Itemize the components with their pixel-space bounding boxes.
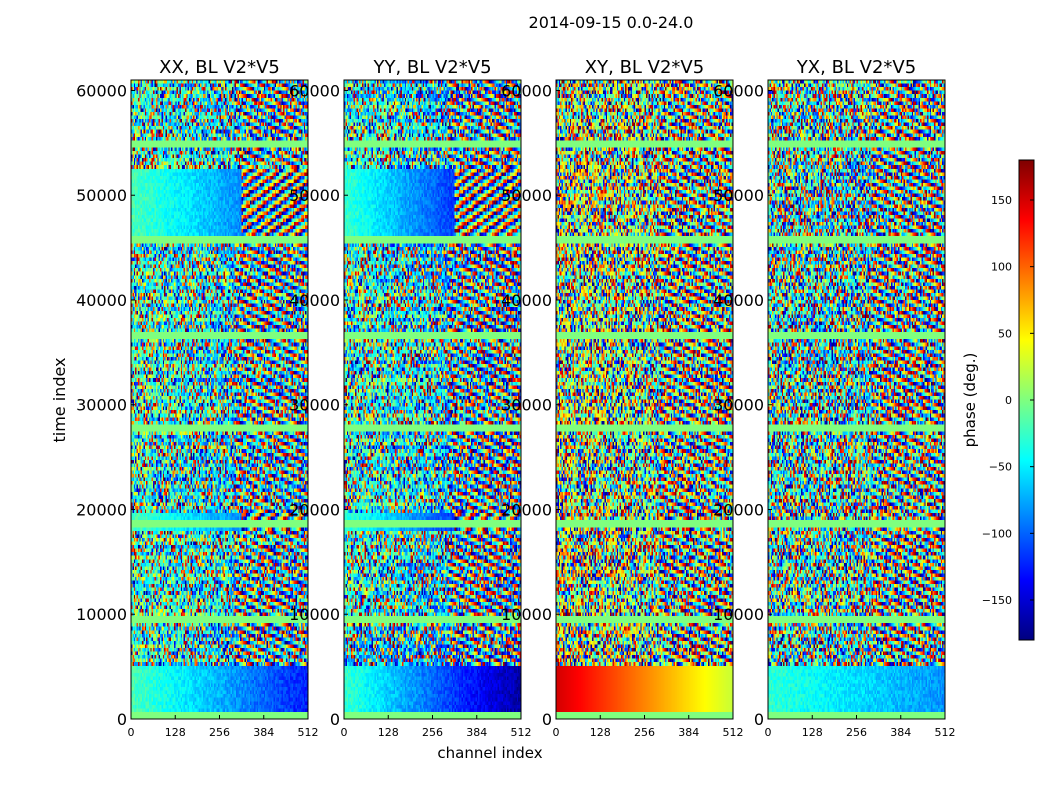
y-tick-label: 20000 [713, 500, 764, 519]
colorbar-tick-label: 100 [991, 261, 1012, 274]
y-tick-label: 50000 [501, 186, 552, 205]
panel-title-1: YY, BL V2*V5 [372, 57, 491, 78]
y-tick-label: 10000 [501, 605, 552, 624]
y-tick-label: 0 [330, 710, 340, 729]
x-tick-label: 256 [634, 726, 655, 739]
x-tick-label: 384 [253, 726, 274, 739]
y-tick-label: 0 [117, 710, 127, 729]
heatmap-image-2 [556, 80, 733, 719]
x-tick-label: 0 [553, 726, 560, 739]
colorbar-tick-label: −50 [989, 461, 1012, 474]
y-tick-label: 20000 [289, 500, 340, 519]
y-tick-label: 60000 [289, 81, 340, 100]
colorbar-label: phase (deg.) [961, 353, 979, 448]
x-tick-label: 128 [165, 726, 186, 739]
x-tick-label: 512 [935, 726, 956, 739]
y-tick-label: 30000 [289, 396, 340, 415]
y-tick-label: 20000 [76, 500, 127, 519]
y-tick-label: 40000 [76, 291, 127, 310]
y-tick-label: 10000 [76, 605, 127, 624]
y-tick-label: 10000 [713, 605, 764, 624]
panel-title-2: XY, BL V2*V5 [585, 57, 704, 78]
colorbar-tick-label: 50 [998, 327, 1012, 340]
x-tick-label: 384 [678, 726, 699, 739]
x-tick-label: 384 [466, 726, 487, 739]
x-tick-label: 0 [341, 726, 348, 739]
x-tick-label: 128 [802, 726, 823, 739]
y-tick-label: 50000 [713, 186, 764, 205]
y-tick-label: 60000 [713, 81, 764, 100]
y-tick-label: 60000 [76, 81, 127, 100]
y-tick-label: 0 [754, 710, 764, 729]
heatmap-image-1 [344, 80, 521, 719]
y-axis-label: time index [50, 357, 69, 442]
y-tick-label: 50000 [76, 186, 127, 205]
colorbar-tick-label: 150 [991, 194, 1012, 207]
y-tick-label: 40000 [501, 291, 552, 310]
colorbar-tick-label: −150 [982, 594, 1012, 607]
y-tick-label: 30000 [501, 396, 552, 415]
chart-title: 2014-09-15 0.0-24.0 [529, 13, 694, 32]
heatmap-image-3 [768, 80, 945, 719]
y-tick-label: 30000 [713, 396, 764, 415]
y-tick-label: 30000 [76, 396, 127, 415]
x-tick-label: 256 [209, 726, 230, 739]
heatmap-image-0 [131, 80, 308, 719]
x-axis-label: channel index [437, 744, 542, 762]
y-tick-label: 10000 [289, 605, 340, 624]
panel-title-0: XX, BL V2*V5 [159, 57, 280, 78]
x-tick-label: 128 [378, 726, 399, 739]
x-tick-label: 256 [846, 726, 867, 739]
y-tick-label: 20000 [501, 500, 552, 519]
x-tick-label: 0 [765, 726, 772, 739]
x-tick-label: 512 [511, 726, 532, 739]
x-tick-label: 512 [298, 726, 319, 739]
x-tick-label: 384 [890, 726, 911, 739]
x-tick-label: 0 [128, 726, 135, 739]
y-tick-label: 40000 [713, 291, 764, 310]
x-tick-label: 512 [723, 726, 744, 739]
y-tick-label: 40000 [289, 291, 340, 310]
panel-title-3: YX, BL V2*V5 [796, 57, 916, 78]
colorbar-tick-label: −100 [982, 527, 1012, 540]
x-tick-label: 128 [590, 726, 611, 739]
colorbar-tick-label: 0 [1005, 394, 1012, 407]
y-tick-label: 60000 [501, 81, 552, 100]
y-tick-label: 0 [542, 710, 552, 729]
x-tick-label: 256 [422, 726, 443, 739]
y-tick-label: 50000 [289, 186, 340, 205]
